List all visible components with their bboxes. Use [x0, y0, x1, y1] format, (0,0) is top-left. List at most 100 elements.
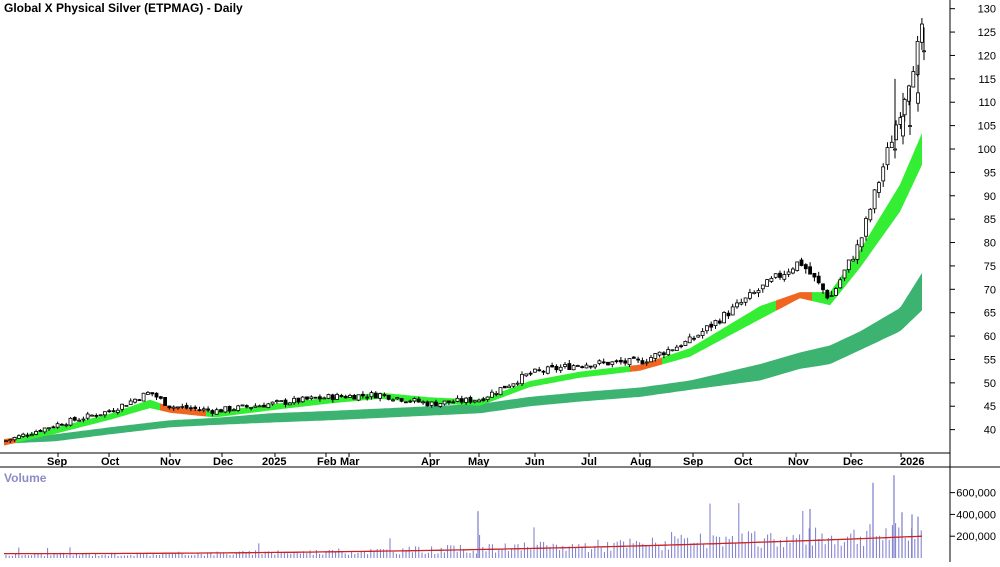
- candle-body-200: [864, 218, 868, 237]
- candle-body-34: [150, 392, 155, 395]
- candle-body-119: [515, 382, 520, 385]
- candle-body-136: [588, 365, 593, 368]
- x-tick-label-7: Apr: [421, 456, 441, 468]
- candle-body-44: [193, 406, 198, 409]
- candle-body-138: [597, 360, 602, 364]
- candle-body-182: [786, 271, 791, 275]
- short-term-ma-band-down-6: [776, 292, 812, 311]
- candle-body-63: [274, 400, 279, 403]
- candle-body-185: [799, 259, 804, 266]
- short-term-ma-band-down-4: [630, 357, 662, 372]
- candle-body-126: [545, 366, 550, 374]
- candle-body-99: [429, 401, 434, 406]
- candle-body-80: [348, 394, 352, 398]
- candle-body-178: [769, 277, 774, 282]
- candle-body-61: [266, 403, 271, 408]
- candle-body-30: [133, 398, 137, 403]
- candle-body-49: [214, 409, 219, 415]
- candle-body-58: [253, 405, 258, 408]
- candle-spike-body-2: [908, 125, 912, 128]
- candle-body-114: [494, 392, 499, 395]
- candle-body-177: [765, 279, 769, 287]
- candle-body-29: [128, 400, 133, 405]
- candle-body-170: [735, 302, 739, 308]
- candle-body-7: [34, 431, 38, 435]
- candle-body-97: [421, 401, 426, 404]
- candle-body-113: [489, 391, 494, 398]
- candle-body-121: [524, 373, 529, 377]
- candle-body-193: [834, 288, 838, 296]
- candle-body-90: [391, 399, 395, 402]
- x-tick-label-6: Mar: [340, 456, 360, 468]
- candle-body-135: [584, 364, 589, 369]
- x-tick-label-14: Nov: [788, 456, 810, 468]
- candle-body-124: [537, 369, 542, 372]
- candle-body-106: [459, 398, 464, 403]
- candle-body-41: [180, 406, 185, 408]
- candle-body-31: [137, 399, 142, 402]
- candle-body-165: [713, 320, 718, 327]
- candle-body-173: [748, 292, 752, 299]
- candle-body-132: [571, 365, 576, 371]
- candle-body-39: [171, 406, 176, 409]
- price-tick-label-7: 75: [984, 261, 996, 273]
- candle-body-159: [687, 336, 692, 344]
- candle-body-52: [227, 405, 232, 412]
- candle-body-134: [580, 366, 585, 368]
- chart-title: Global X Physical Silver (ETPMAG) - Dail…: [4, 1, 243, 15]
- candle-body-92: [399, 398, 404, 402]
- candle-body-37: [163, 396, 168, 406]
- x-tick-label-9: Jun: [525, 456, 545, 468]
- candle-body-133: [576, 365, 580, 367]
- candle-spike-body-0: [893, 148, 897, 151]
- candle-body-120: [520, 373, 524, 385]
- candle-body-73: [317, 396, 322, 400]
- candle-body-110: [477, 399, 481, 403]
- candle-body-156: [674, 346, 679, 351]
- candle-body-105: [455, 397, 460, 402]
- price-tick-label-14: 110: [978, 97, 996, 109]
- candle-body-93: [403, 401, 408, 404]
- candle-body-46: [201, 408, 206, 411]
- candle-body-32: [141, 392, 146, 402]
- candle-body-14: [64, 424, 69, 427]
- candle-body-21: [94, 415, 99, 417]
- candle-body-101: [438, 403, 443, 407]
- candle-body-108: [468, 396, 473, 403]
- candle-body-148: [640, 360, 645, 365]
- candle-body-16: [72, 417, 77, 421]
- x-tick-label-4: 2025: [262, 456, 286, 468]
- candle-body-27: [120, 403, 124, 410]
- candle-body-123: [533, 368, 537, 373]
- candle-body-70: [305, 396, 309, 400]
- candle-body-57: [249, 406, 254, 409]
- candle-body-64: [279, 400, 284, 403]
- candle-body-15: [68, 417, 73, 426]
- candle-body-130: [563, 364, 567, 367]
- candle-body-72: [313, 396, 318, 399]
- volume-pane: [4, 475, 923, 558]
- candle-body-50: [219, 409, 223, 413]
- candle-body-196: [846, 259, 851, 271]
- candle-body-128: [554, 365, 559, 371]
- candle-body-71: [309, 396, 314, 399]
- candle-body-158: [683, 340, 688, 346]
- candle-body-24: [107, 410, 112, 413]
- candle-body-12: [55, 423, 60, 428]
- candle-body-139: [601, 361, 606, 364]
- candle-body-94: [408, 400, 413, 403]
- candle-body-53: [231, 409, 236, 412]
- candle-body-142: [614, 360, 619, 363]
- candle-body-171: [739, 302, 744, 305]
- candle-body-86: [373, 392, 378, 399]
- candle-body-47: [206, 408, 211, 411]
- candle-body-167: [722, 312, 726, 324]
- candle-body-59: [257, 405, 262, 408]
- candle-body-190: [821, 283, 825, 291]
- candle-body-206: [889, 141, 894, 148]
- candle-body-81: [352, 395, 357, 400]
- candle-body-162: [700, 331, 705, 336]
- candle-body-154: [666, 349, 671, 356]
- candle-body-195: [842, 269, 847, 279]
